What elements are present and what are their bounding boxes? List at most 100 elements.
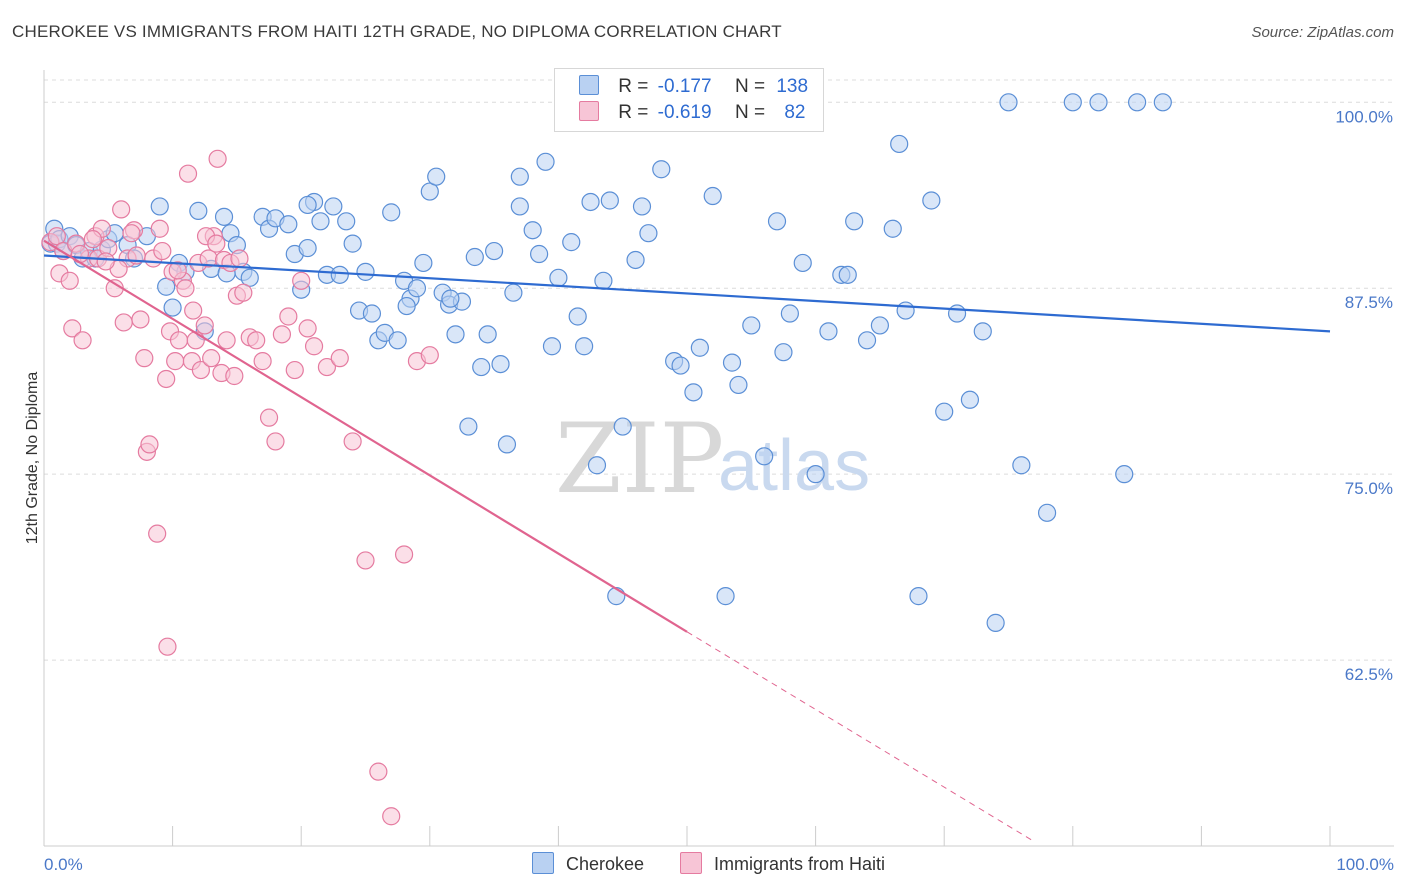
cherokee-point bbox=[999, 93, 1018, 112]
cherokee-point bbox=[742, 316, 761, 335]
legend-n-label: N = bbox=[734, 102, 766, 123]
cherokee-point bbox=[478, 325, 497, 344]
legend-r-value: -0.619 bbox=[657, 102, 712, 123]
legend-n-value: 82 bbox=[784, 102, 806, 123]
haiti-point bbox=[140, 435, 159, 454]
cherokee-point bbox=[536, 152, 555, 171]
cherokee-point bbox=[755, 447, 774, 466]
haiti-point bbox=[166, 352, 185, 371]
haiti-point bbox=[343, 432, 362, 451]
source-label: Source: ZipAtlas.com bbox=[1251, 24, 1394, 41]
y-axis-label: 12th Grade, No Diploma bbox=[24, 372, 41, 545]
haiti-point bbox=[330, 349, 349, 368]
haiti-point bbox=[83, 230, 102, 249]
cherokee-point bbox=[652, 160, 671, 179]
haiti-point bbox=[394, 545, 414, 564]
cherokee-point bbox=[594, 271, 613, 290]
haiti-point bbox=[150, 219, 169, 238]
haiti-point bbox=[230, 249, 249, 268]
cherokee-point bbox=[465, 247, 484, 267]
cherokee-point bbox=[1127, 93, 1147, 112]
haiti-point bbox=[153, 241, 172, 261]
haiti-point bbox=[304, 337, 324, 356]
legend-r-label: R = bbox=[618, 102, 649, 123]
legend-r-label: R = bbox=[618, 76, 649, 97]
haiti-point bbox=[148, 524, 167, 543]
cherokee-point bbox=[973, 322, 992, 341]
haiti-point bbox=[247, 331, 266, 350]
haiti-points bbox=[41, 149, 439, 826]
cherokee-point bbox=[427, 167, 446, 186]
haiti-point bbox=[112, 200, 131, 219]
cherokee-point bbox=[459, 417, 478, 436]
bottom-legend-swatch-cherokee bbox=[532, 852, 554, 874]
cherokee-point bbox=[581, 192, 600, 212]
cherokee-point bbox=[343, 234, 362, 253]
cherokee-point bbox=[587, 456, 607, 475]
watermark-zip: ZIP bbox=[555, 403, 724, 515]
haiti-point bbox=[382, 807, 401, 826]
cherokee-point bbox=[356, 262, 375, 281]
grid-layer bbox=[44, 79, 1394, 661]
haiti-point bbox=[96, 252, 115, 271]
cherokee-point bbox=[279, 215, 298, 234]
cherokee-point bbox=[382, 203, 401, 222]
haiti-point bbox=[191, 360, 210, 380]
haiti-regression-extension bbox=[686, 631, 1035, 842]
cherokee-point bbox=[324, 197, 343, 216]
cherokee-point bbox=[600, 191, 619, 210]
cherokee-point bbox=[510, 167, 529, 186]
cherokee-point bbox=[575, 337, 594, 356]
haiti-point bbox=[285, 360, 304, 380]
cherokee-point bbox=[838, 265, 857, 284]
cherokee-point bbox=[397, 296, 416, 316]
haiti-point bbox=[259, 408, 279, 427]
cherokee-point bbox=[388, 331, 407, 350]
cherokee-point bbox=[504, 283, 523, 302]
cherokee-point bbox=[780, 304, 799, 323]
cherokee-point bbox=[703, 186, 722, 206]
cherokee-point bbox=[684, 383, 703, 402]
haiti-point bbox=[317, 357, 337, 377]
legend-n-value: 138 bbox=[776, 76, 809, 97]
y-tick-label: 100.0% bbox=[1335, 107, 1393, 126]
x-tick-label-min: 0.0% bbox=[44, 855, 83, 874]
cherokee-point bbox=[922, 191, 941, 210]
bottom-legend-label-cherokee: Cherokee bbox=[566, 854, 645, 874]
haiti-point bbox=[279, 307, 298, 326]
cherokee-point bbox=[472, 357, 491, 377]
bottom-legend-cherokee: Cherokee bbox=[532, 852, 644, 875]
cherokee-point bbox=[935, 402, 954, 421]
cherokee-point bbox=[639, 224, 658, 243]
haiti-point bbox=[420, 346, 439, 365]
haiti-point bbox=[266, 432, 285, 451]
cherokee-point bbox=[960, 390, 980, 409]
legend-swatch-cherokee bbox=[579, 75, 599, 95]
cherokee-point bbox=[806, 465, 825, 484]
cherokee-point bbox=[414, 253, 433, 273]
legend-swatch-haiti bbox=[579, 101, 599, 121]
haiti-point bbox=[158, 637, 177, 656]
haiti-point bbox=[207, 234, 226, 253]
haiti-point bbox=[234, 283, 253, 302]
cherokee-point bbox=[446, 325, 465, 344]
haiti-point bbox=[114, 313, 133, 332]
cherokee-point bbox=[150, 197, 169, 216]
cherokee-point bbox=[298, 238, 317, 258]
haiti-point bbox=[73, 331, 92, 350]
cherokee-point bbox=[485, 241, 504, 261]
cherokee-point bbox=[568, 307, 587, 326]
stats-legend: R = -0.177 N = 138 R = -0.619 N = 82 bbox=[554, 68, 824, 132]
haiti-point bbox=[60, 271, 79, 290]
cherokee-point bbox=[716, 587, 735, 606]
haiti-point bbox=[169, 331, 189, 350]
cherokee-point bbox=[729, 375, 748, 395]
cherokee-point bbox=[330, 265, 349, 284]
y-tick-labels: 62.5% 75.0% 87.5% 100.0% bbox=[1335, 107, 1393, 684]
legend-r-value: -0.177 bbox=[657, 76, 712, 97]
haiti-point bbox=[195, 316, 214, 335]
cherokee-point bbox=[1012, 456, 1031, 475]
cherokee-point bbox=[311, 212, 330, 231]
cherokee-point bbox=[337, 212, 356, 231]
bottom-legend-haiti: Immigrants from Haiti bbox=[680, 852, 885, 875]
